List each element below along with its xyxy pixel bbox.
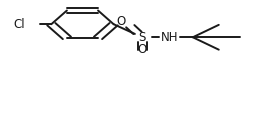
Text: S: S [139,31,146,44]
Text: O: O [116,15,125,28]
Text: Cl: Cl [14,18,25,31]
Text: NH: NH [161,31,178,44]
Text: O: O [138,43,147,56]
